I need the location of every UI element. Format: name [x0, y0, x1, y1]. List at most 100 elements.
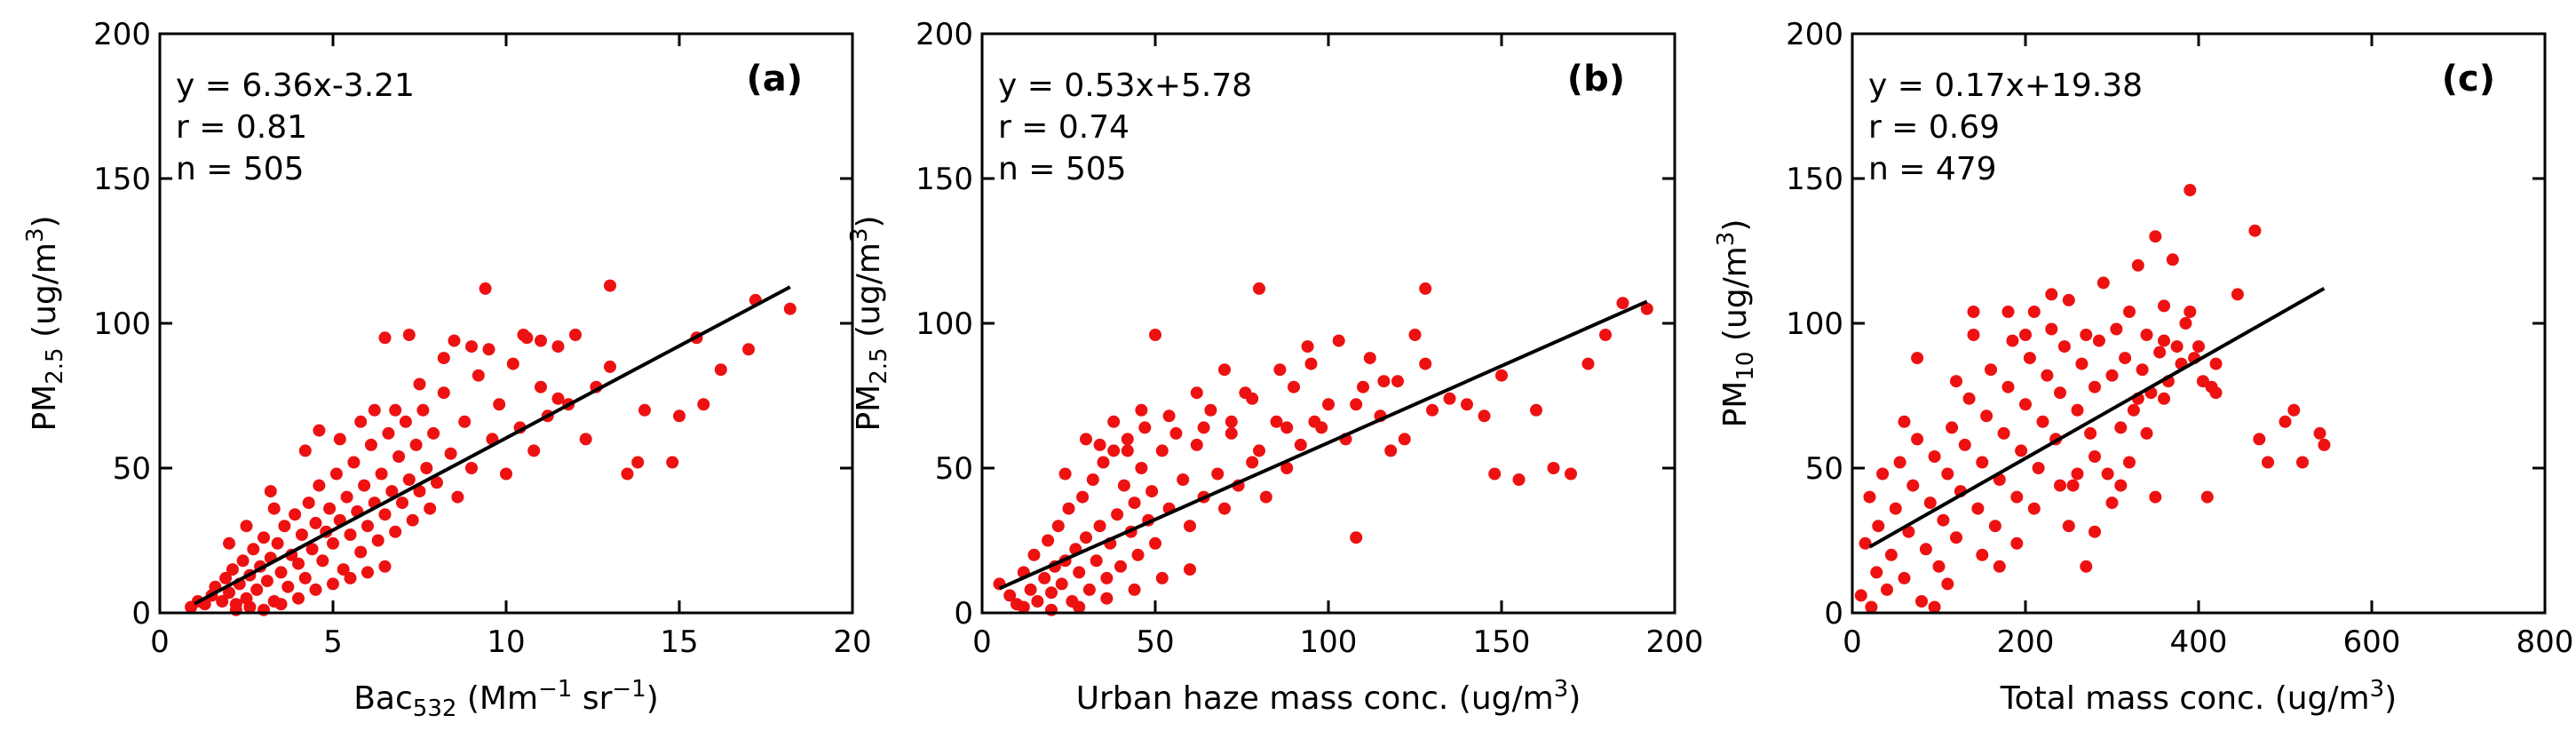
data-point-b-34	[1131, 548, 1145, 561]
data-point-b-5	[1027, 548, 1041, 561]
data-point-b-79	[1495, 369, 1508, 382]
data-point-b-23	[1093, 520, 1106, 533]
data-point-b-57	[1280, 462, 1294, 474]
data-point-c-67	[2140, 329, 2153, 341]
data-point-a-54	[385, 485, 399, 498]
data-point-a-129	[437, 352, 450, 365]
data-point-c-38	[2015, 444, 2028, 457]
data-point-b-25	[1100, 571, 1114, 584]
points-c	[1854, 184, 2331, 614]
data-point-b-9	[1045, 586, 1058, 600]
data-point-c-97	[2089, 525, 2101, 538]
data-point-b-101	[1246, 392, 1259, 405]
data-point-a-58	[399, 415, 412, 428]
r-value-c: r = 0.69	[1868, 109, 2000, 146]
data-point-c-73	[2166, 253, 2179, 266]
panel-label-c: (c)	[2442, 59, 2495, 99]
data-point-b-35	[1135, 462, 1148, 474]
data-point-a-127	[389, 403, 402, 417]
data-point-a-18	[260, 575, 273, 588]
data-point-a-69	[444, 447, 457, 460]
data-point-a-125	[313, 424, 326, 437]
data-point-a-120	[517, 329, 530, 341]
data-point-c-87	[2262, 456, 2274, 469]
data-point-b-75	[1443, 392, 1456, 405]
y-tick-label-c: 150	[1786, 162, 1843, 197]
data-point-b-81	[1530, 403, 1542, 417]
x-tick-label-b: 150	[1473, 624, 1531, 660]
data-point-a-62	[413, 485, 426, 498]
data-point-b-95	[1080, 433, 1092, 446]
data-point-c-112	[2089, 450, 2101, 463]
data-point-c-84	[2231, 288, 2244, 301]
y-tick-label-c: 0	[1824, 596, 1843, 632]
data-point-a-48	[364, 438, 377, 451]
data-point-a-131	[535, 334, 547, 347]
data-point-b-84	[1581, 357, 1595, 370]
data-point-b-111	[1280, 421, 1294, 434]
data-point-b-19	[1080, 531, 1092, 544]
data-point-c-27	[1967, 306, 1980, 318]
data-point-c-6	[1876, 467, 1890, 481]
equation-c: y = 0.17x+19.38	[1868, 68, 2143, 104]
data-point-c-5	[1872, 520, 1885, 533]
y-tick-label-b: 50	[935, 451, 973, 487]
data-point-b-83	[1565, 467, 1577, 481]
data-point-b-58	[1288, 380, 1300, 393]
data-point-c-2	[1863, 490, 1876, 504]
data-point-b-63	[1332, 334, 1345, 347]
data-point-c-31	[1985, 363, 1997, 377]
data-point-a-42	[344, 528, 357, 541]
data-point-b-66	[1357, 380, 1369, 393]
data-point-b-49	[1218, 502, 1231, 515]
data-point-a-50	[371, 534, 384, 547]
data-point-a-94	[666, 456, 679, 469]
data-point-c-18	[1928, 450, 1941, 463]
data-point-a-30	[302, 497, 315, 510]
data-point-a-105	[274, 598, 288, 611]
data-point-b-44	[1184, 520, 1196, 533]
data-point-c-74	[2170, 340, 2184, 354]
data-point-a-102	[229, 603, 242, 616]
data-point-c-65	[2131, 258, 2144, 272]
data-point-a-15	[250, 583, 264, 596]
data-point-b-47	[1204, 403, 1217, 417]
y-tick-label-a: 50	[113, 451, 151, 487]
data-point-c-13	[1906, 479, 1920, 492]
data-point-a-70	[451, 490, 464, 504]
data-point-a-29	[298, 571, 312, 584]
data-point-c-111	[2054, 479, 2066, 492]
data-point-b-65	[1350, 531, 1363, 544]
data-point-a-28	[295, 528, 308, 541]
data-point-b-29	[1114, 560, 1127, 573]
data-point-a-8	[226, 563, 239, 576]
n-value-b: n = 505	[998, 151, 1127, 187]
y-tick-label-a: 0	[131, 596, 151, 632]
data-point-b-71	[1398, 433, 1411, 446]
fit-line-a	[194, 285, 791, 606]
data-point-b-33	[1128, 497, 1141, 510]
data-point-b-78	[1488, 467, 1502, 481]
data-point-c-9	[1889, 502, 1902, 515]
panel-label-a: (a)	[746, 59, 803, 99]
panel-c: 0 200 400 600 800 0 50 100 150 200 y = 0.17x+19.3…	[1713, 17, 2573, 717]
data-point-b-104	[1058, 467, 1072, 481]
data-point-a-52	[378, 508, 392, 521]
data-point-c-61	[2114, 421, 2128, 434]
data-point-a-24	[281, 580, 295, 593]
data-point-c-47	[2054, 386, 2066, 400]
data-point-c-62	[2119, 352, 2132, 365]
n-value-a: n = 505	[176, 151, 305, 187]
data-point-b-17	[1073, 566, 1086, 579]
data-point-c-77	[2184, 184, 2197, 196]
data-point-c-14	[1911, 433, 1924, 446]
ticks-b: 0 50 100 150 200 0 50 100 150 200	[915, 17, 1703, 660]
data-point-c-88	[2279, 415, 2292, 428]
x-tick-label-a: 20	[833, 624, 871, 660]
x-tick-label-b: 100	[1300, 624, 1358, 660]
data-point-c-90	[2296, 456, 2309, 469]
data-point-b-42	[1169, 426, 1183, 440]
data-point-c-36	[2006, 334, 2019, 347]
data-point-b-94	[1184, 563, 1196, 576]
data-point-a-64	[420, 462, 433, 474]
